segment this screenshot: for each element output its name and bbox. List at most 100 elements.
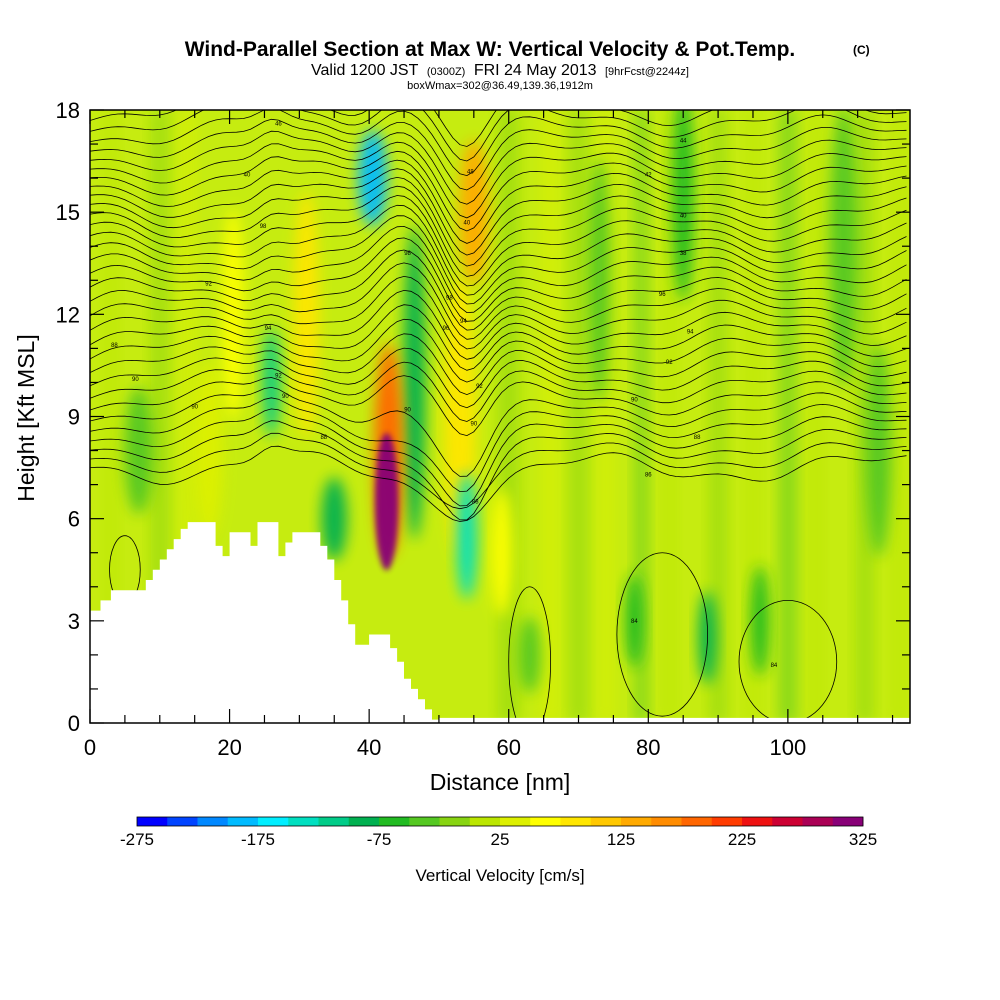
theta-contour-loop [738, 600, 838, 723]
x-axis-ticks: 0 20 40 60 80 100 [84, 110, 894, 760]
y-tick-label: 18 [56, 98, 80, 123]
velocity-feature [358, 129, 388, 227]
velocity-feature [672, 110, 695, 302]
y-axis-label: Height [Kft MSL] [13, 334, 39, 501]
theta-contour-label: 84 [631, 619, 638, 625]
box-info: boxWmax=302@36.49,139.36,1912m [407, 80, 593, 92]
theta-contour-label: 90 [404, 408, 411, 414]
theta-contour-label: 90 [191, 404, 198, 410]
velocity-features [124, 110, 892, 693]
velocity-feature [459, 140, 489, 285]
theta-contour-line [90, 225, 907, 314]
terrain-mask [90, 522, 439, 723]
colorbar-swatch [711, 817, 743, 826]
velocity-feature [490, 489, 513, 617]
theta-contour-line [90, 304, 907, 371]
y-axis-ticks: 0 3 6 9 12 15 18 [56, 98, 910, 736]
valid-time-line: Valid 1200 JST (0300Z) FRI 24 May 2013 [… [311, 62, 689, 79]
y-tick-label: 9 [68, 405, 80, 430]
y-tick-label: 6 [68, 507, 80, 532]
theta-contour-label: 44 [680, 139, 687, 145]
valid-utc: (0300Z) [427, 66, 466, 78]
velocity-feature [518, 616, 541, 693]
velocity-band [808, 110, 823, 723]
theta-contour-label: 46 [275, 122, 282, 128]
y-tick-label: 0 [68, 711, 80, 736]
velocity-band [746, 110, 760, 723]
theta-contour-label: 88 [694, 435, 701, 441]
colorbar-swatch [379, 817, 410, 826]
theta-contour-label: 94 [687, 329, 694, 335]
colorbar-tick-label: 225 [728, 830, 756, 849]
colorbar-swatch [288, 817, 319, 826]
theta-contour-line [90, 185, 907, 277]
theta-contour-line [90, 333, 907, 396]
colorbar-swatch [348, 817, 380, 826]
colorbar-swatch [530, 817, 561, 826]
theta-contour-line [90, 386, 907, 477]
theta-contour-label: 90 [132, 377, 139, 383]
velocity-feature [222, 208, 245, 421]
x-tick-label: 60 [496, 735, 520, 760]
theta-contour-line [90, 150, 907, 232]
theta-contour-label: 92 [205, 282, 212, 288]
colorbar-swatch [681, 817, 713, 826]
theta-contour-label: 98 [260, 224, 267, 230]
theta-contour-line [90, 110, 907, 177]
theta-contour-label: 94 [460, 319, 467, 325]
theta-contour-line [90, 318, 907, 383]
velocity-feature [865, 344, 892, 557]
theta-contour-loop [508, 586, 551, 723]
theta-contour-label: 40 [464, 220, 471, 226]
colorbar-swatch [258, 817, 289, 826]
x-tick-label: 80 [636, 735, 660, 760]
theta-contour-line [90, 375, 907, 437]
colorbar-swatch [227, 817, 259, 826]
theta-contour-line [90, 215, 907, 305]
colorbar-swatch [500, 817, 531, 826]
theta-contour-line [90, 445, 907, 522]
theta-contour-line [90, 237, 907, 322]
theta-contour-line [90, 176, 907, 267]
theta-contour-line [90, 289, 907, 360]
velocity-band [855, 110, 874, 723]
theta-contour-label: 96 [443, 326, 450, 332]
theta-contour-label: 90 [470, 421, 477, 427]
colorbar-swatch [802, 817, 834, 826]
colorbar-tick-label: 325 [849, 830, 877, 849]
theta-contour-loop [616, 552, 709, 717]
x-tick-label: 20 [217, 735, 241, 760]
velocity-feature [321, 477, 347, 561]
theta-contour-line [90, 420, 907, 521]
theta-contours [90, 110, 907, 723]
colorbar-swatch [167, 817, 198, 826]
theta-contour-label: 90 [282, 394, 289, 400]
colorbar-swatch [318, 817, 350, 826]
theta-contour-line [90, 168, 907, 256]
theta-contour-label: 42 [645, 173, 652, 179]
valid-main: Valid 1200 JST [311, 62, 419, 79]
colorbar-swatch [651, 817, 682, 826]
theta-contour-line [90, 110, 907, 162]
colorbar-swatch [409, 817, 440, 826]
colorbar-swatch [469, 817, 501, 826]
theta-contour-label: 40 [244, 173, 251, 179]
velocity-feature [194, 361, 224, 540]
colorbar-swatch [621, 817, 652, 826]
colorbar-swatch [772, 817, 803, 826]
theta-contour-labels: 88 90 90 92 94 92 90 88 90 92 88 90 94 96 98 98 40 48 46 40… [111, 122, 778, 669]
colorbar-swatch [560, 817, 592, 826]
valid-date: FRI 24 May 2013 [474, 62, 597, 79]
colorbar-swatch [137, 817, 168, 826]
colorbar-tick-label: 25 [491, 830, 510, 849]
theta-contour-line [90, 432, 907, 510]
velocity-band [541, 110, 560, 723]
theta-contour-label: 94 [265, 326, 272, 332]
colorbar-tick-label: -275 [120, 830, 154, 849]
theta-contour-line [90, 397, 907, 493]
theta-contour-label: 88 [111, 343, 118, 349]
chart-title-mark: (C) [853, 43, 870, 57]
theta-contour-line [90, 275, 907, 350]
x-tick-label: 40 [357, 735, 381, 760]
